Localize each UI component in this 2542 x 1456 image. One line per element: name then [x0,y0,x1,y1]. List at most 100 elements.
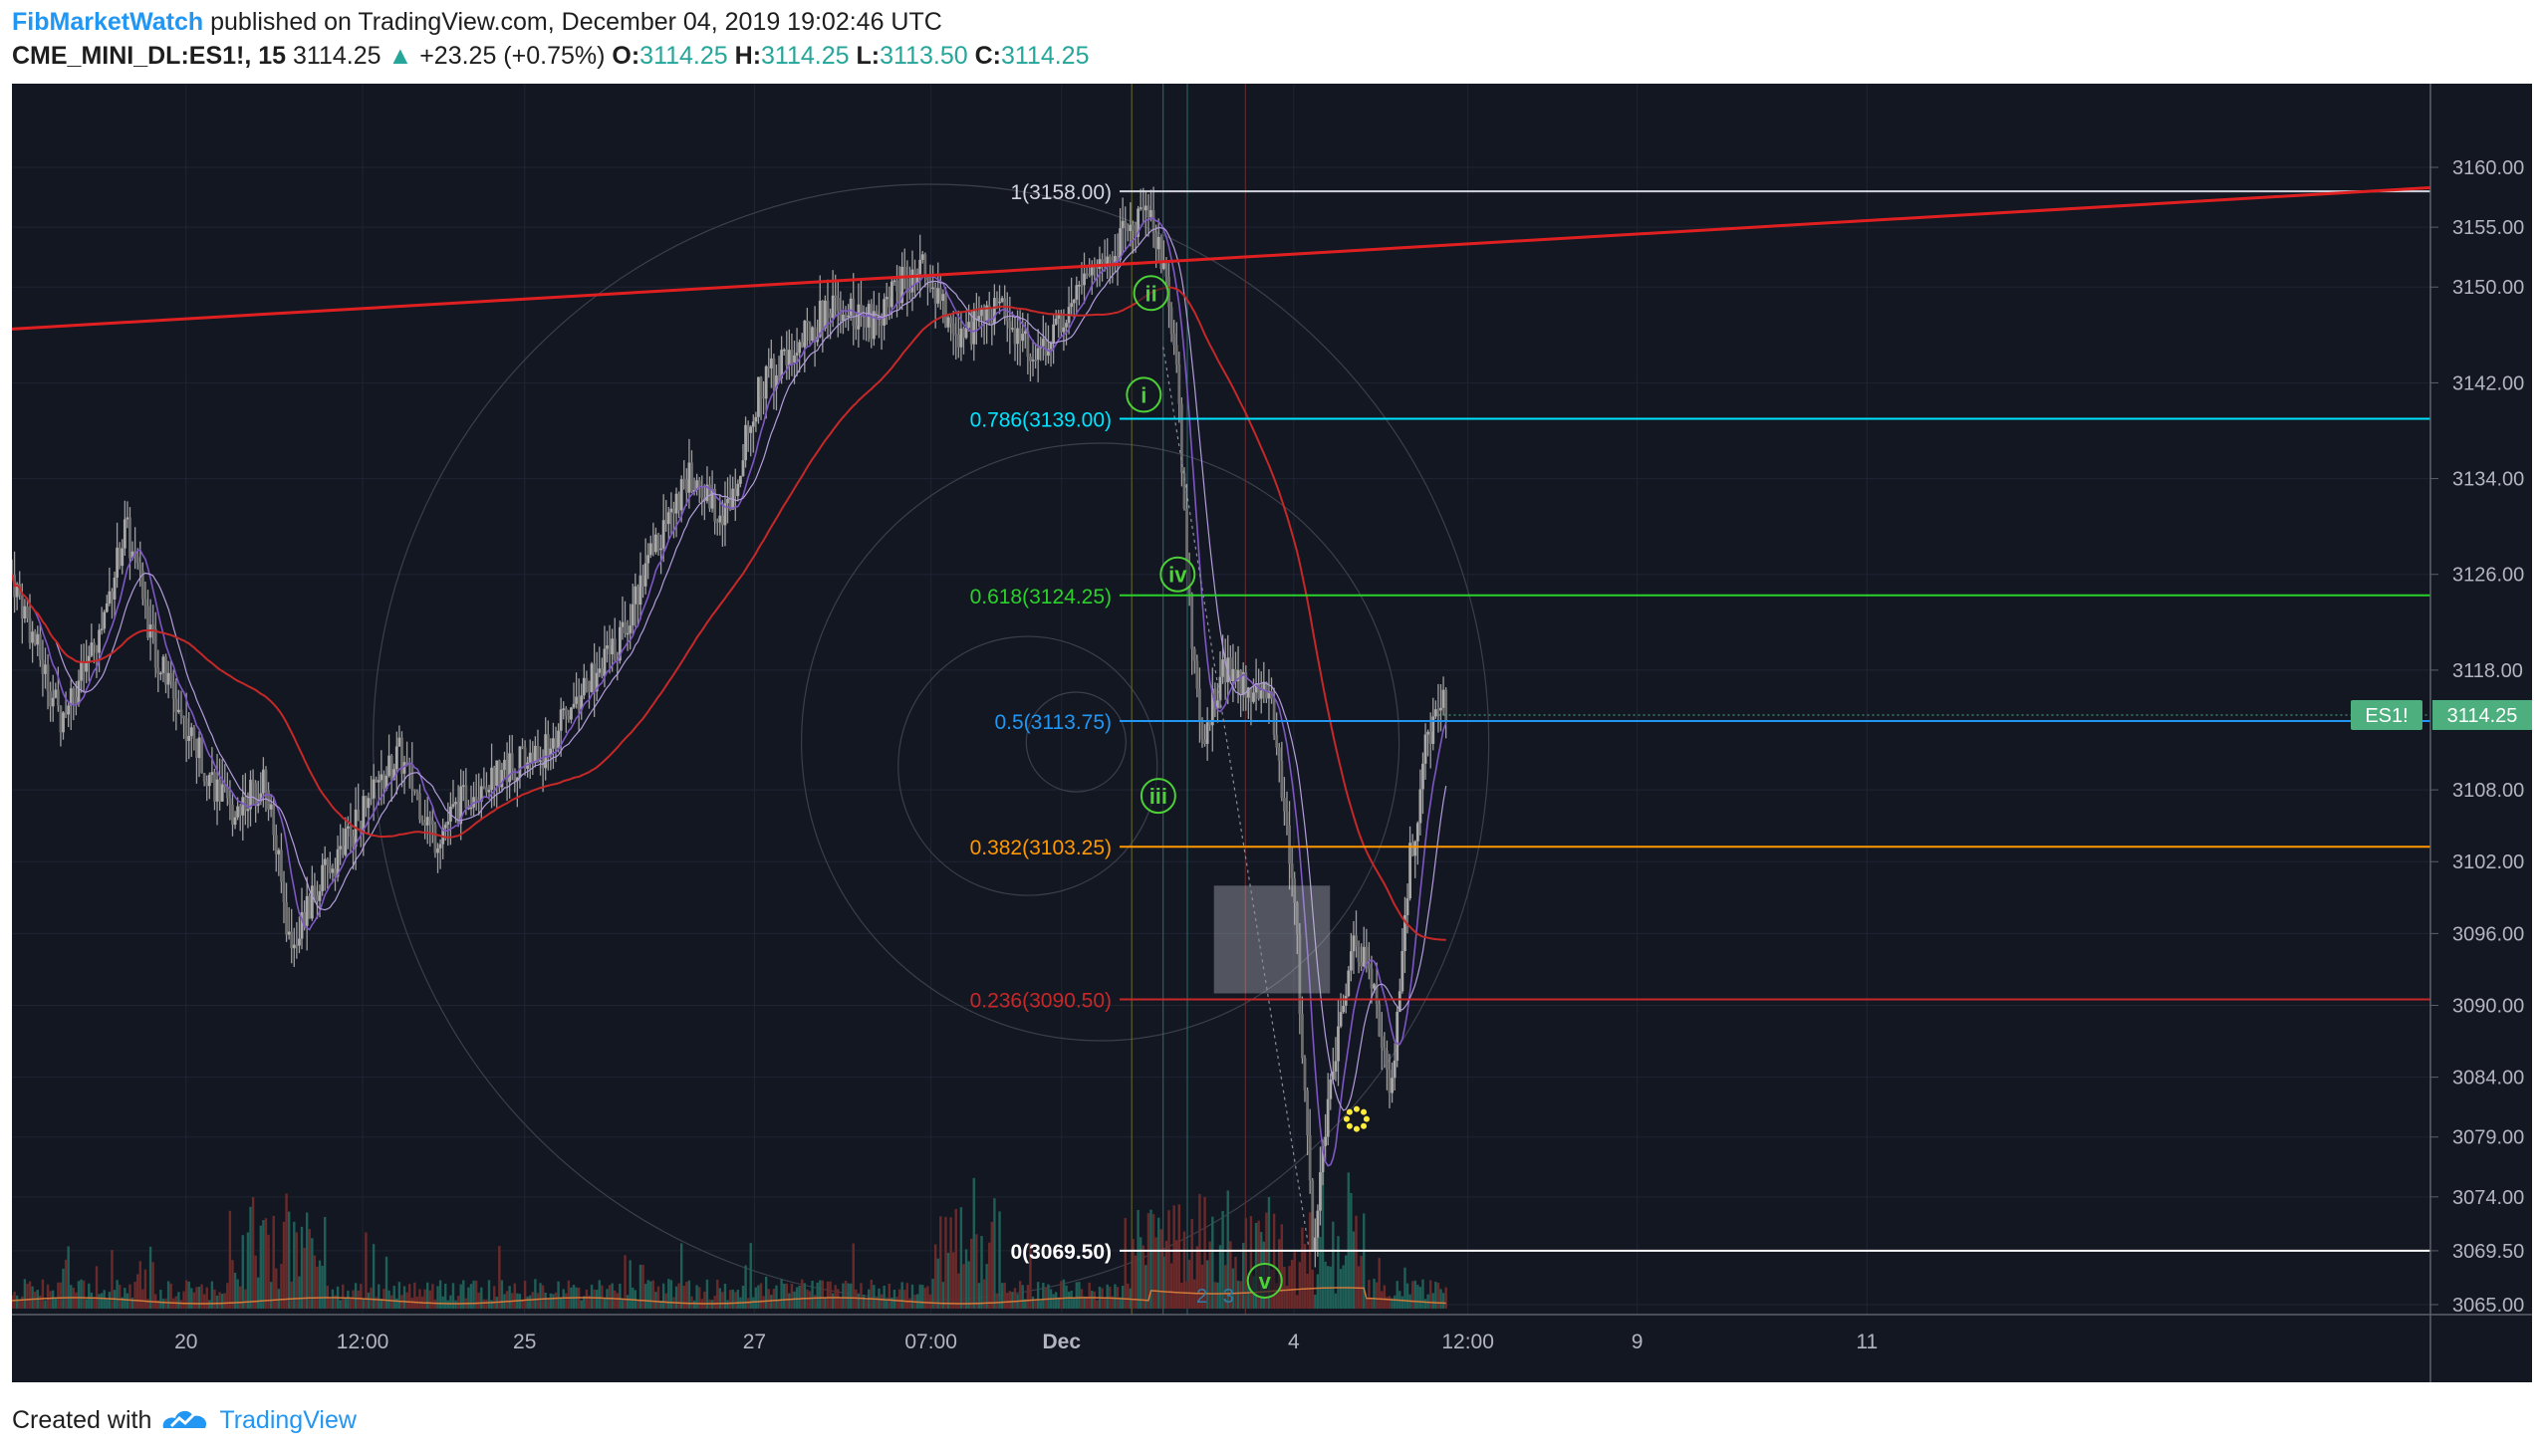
candle-body [818,300,822,338]
volume-bar [1324,1261,1327,1309]
volume-bar [972,1177,975,1309]
volume-bar [179,1300,183,1309]
candle-body [926,277,929,281]
candle-body [1126,225,1130,231]
volume-bar [272,1215,275,1309]
candle-body [641,575,644,587]
dotted-circle-marker [1353,1105,1360,1112]
volume-bar [844,1281,848,1309]
volume-bar [1073,1297,1076,1309]
volume-bar [303,1247,306,1309]
wave-label: iii [1149,784,1167,809]
volume-bar [93,1297,96,1309]
candle-body [93,642,96,646]
volume-bar [562,1289,565,1309]
volume-bar [1157,1217,1160,1309]
candle-body [231,804,234,826]
candle-body [259,793,263,802]
candle-body [902,266,906,280]
volume-bar [559,1297,563,1309]
candle-body [1360,962,1364,967]
volume-bar [824,1298,827,1309]
candle-body [808,322,812,342]
candle-body [1041,339,1045,347]
candle-body [710,488,714,509]
tradingview-logo-icon[interactable] [159,1402,211,1439]
price-chart[interactable]: 1(3158.00) 0.786(3139.00) 0.618(3124.25) 0.… [10,84,2532,1382]
volume-bar [82,1280,86,1309]
candle-body [290,931,294,949]
candle-body [1101,259,1104,263]
chart-panel[interactable]: 1(3158.00) 0.786(3139.00) 0.618(3124.25) 0.… [10,84,2532,1382]
candle-body [656,534,660,550]
candle-body [1013,328,1017,345]
volume-bar [1363,1213,1366,1309]
volume-bar [1249,1216,1253,1309]
candle-body [1190,594,1194,649]
candle-body [128,517,131,559]
volume-bar [208,1300,211,1309]
candle-body [954,334,958,336]
volume-bar [728,1290,732,1309]
candle-body [192,727,196,739]
volume-bar [124,1288,127,1309]
candle-body [1326,1098,1330,1137]
candle-body [352,836,355,848]
candle-body [156,667,160,674]
candle-body [528,752,532,763]
candle-body [420,819,424,823]
volume-bar [141,1289,144,1309]
volume-bar [259,1225,263,1309]
candle-body [1298,934,1302,1015]
candle-body [613,638,617,660]
candle-body [1301,1014,1304,1059]
candle-body [600,668,604,677]
volume-bar [1319,1237,1322,1309]
volume-bar [98,1294,101,1309]
volume-bar [842,1283,845,1309]
volume-bar [126,1293,129,1309]
volume-bar [716,1279,719,1309]
volume-bar [1421,1279,1424,1309]
candle-body [1085,273,1089,276]
candle-body [669,508,673,513]
tradingview-brand[interactable]: TradingView [219,1406,357,1434]
volume-bar [1283,1266,1286,1309]
volume-bar [1272,1213,1276,1309]
volume-bar [277,1289,281,1309]
volume-bar [1303,1243,1307,1309]
candle-body [339,846,343,849]
volume-bar [431,1284,434,1309]
time-tick-label: 11 [1856,1331,1878,1353]
volume-bar [1034,1300,1037,1309]
volume-bar [1008,1291,1012,1309]
candle-body [708,484,711,509]
candle-body [446,821,450,826]
candle-body [210,772,214,776]
candle-body [515,777,519,782]
candle-body [503,759,506,771]
candle-body [482,786,486,788]
candle-body [1108,256,1112,261]
candle-body [1106,256,1110,266]
candle-body [384,775,388,790]
candle-body [793,355,796,363]
candle-body [1195,660,1199,689]
volume-bar [734,1292,737,1309]
volume-bar [736,1289,740,1309]
volume-bar [365,1232,368,1309]
candle-body [15,584,19,598]
fib-level-label: 0(3069.50) [1010,1241,1112,1264]
price-tick-label: 3102.00 [2452,851,2524,873]
candle-body [990,322,994,325]
candle-body [298,938,301,946]
volume-bar [133,1281,136,1309]
volume-bar [282,1221,286,1309]
volume-bar [321,1265,324,1309]
candle-body [436,848,439,853]
volume-bar [1241,1242,1245,1309]
candle-body [654,534,657,553]
author-link[interactable]: FibMarketWatch [12,8,204,36]
last-price-tag-label: 3114.25 [2447,705,2518,727]
candle-body [400,737,403,774]
